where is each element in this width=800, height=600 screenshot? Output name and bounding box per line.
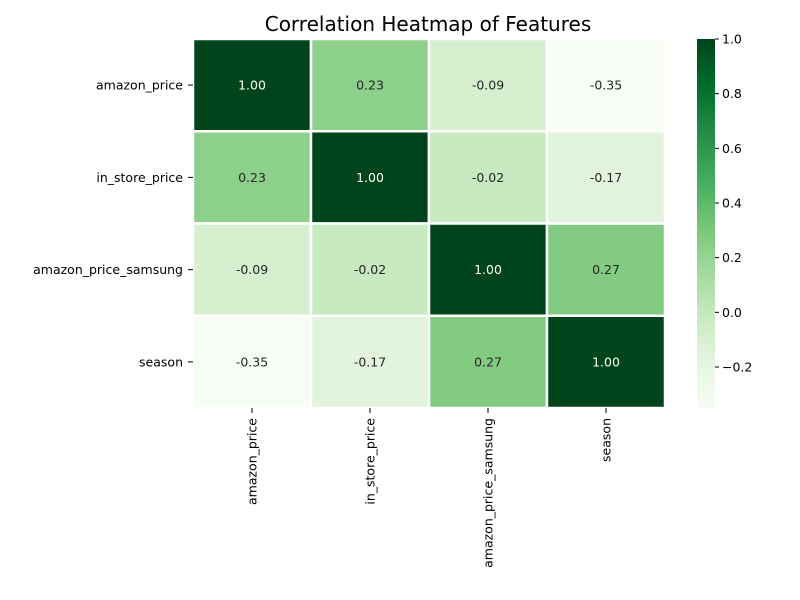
colorbar-gradient	[697, 39, 715, 408]
cell-annotation: 0.27	[592, 262, 620, 277]
cell-annotation: 1.00	[238, 78, 266, 93]
cell-annotation: -0.02	[472, 170, 504, 185]
cell-annotation: 0.23	[356, 78, 384, 93]
colorbar: −0.2 0.0 0.2 0.4 0.6 0.8 1.0	[697, 32, 752, 408]
y-tick-label: amazon_price	[96, 78, 183, 93]
heatmap-cell-2-1	[309, 222, 431, 317]
heatmap-cells	[191, 37, 667, 410]
y-tick-label: amazon_price_samsung	[33, 262, 183, 277]
cell-annotation: -0.09	[236, 262, 268, 277]
y-tick-label: in_store_price	[96, 170, 183, 185]
x-tick-label: in_store_price	[363, 418, 378, 505]
cell-annotation: 1.00	[356, 170, 384, 185]
heatmap-cell-3-1	[309, 314, 431, 410]
y-axis: amazon_price in_store_price amazon_price_s…	[33, 78, 193, 369]
x-tick-label: amazon_price	[245, 418, 260, 505]
cell-annotation: 1.00	[592, 354, 620, 369]
y-tick-label: season	[139, 354, 183, 369]
chart-title: Correlation Heatmap of Features	[265, 12, 592, 36]
heatmap-cell-1-1	[309, 130, 431, 225]
colorbar-tick-label: 0.2	[722, 250, 742, 265]
colorbar-tick-label: 0.0	[722, 305, 742, 320]
cell-annotation: 0.23	[238, 170, 266, 185]
cell-annotation: -0.35	[236, 354, 268, 369]
cell-annotation: 0.27	[474, 354, 502, 369]
cell-annotation: -0.09	[472, 78, 504, 93]
colorbar-tick-label: 0.8	[722, 86, 742, 101]
cell-annotation: -0.17	[590, 170, 622, 185]
heatmap-cell-0-3	[545, 37, 667, 133]
x-tick-label: amazon_price_samsung	[481, 418, 496, 568]
colorbar-tick-label: 0.4	[722, 196, 742, 211]
heatmap-cell-1-3	[545, 130, 667, 225]
heatmap-cell-0-1	[309, 37, 431, 133]
cell-annotation: -0.35	[590, 78, 622, 93]
cell-annotation: -0.17	[354, 354, 386, 369]
x-axis: amazon_price in_store_price amazon_price_s…	[245, 408, 614, 568]
colorbar-tick-label: 0.6	[722, 141, 742, 156]
cell-annotation: 1.00	[474, 262, 502, 277]
colorbar-tick-label: 1.0	[722, 32, 742, 47]
colorbar-tick-label: −0.2	[722, 360, 752, 375]
cell-annotation: -0.02	[354, 262, 386, 277]
heatmap-cell-2-3	[545, 222, 667, 317]
x-tick-label: season	[599, 418, 614, 462]
cell-annotations: 1.00 0.23 -0.09 -0.35 0.23 1.00 -0.02 -0.17 -0.0…	[236, 78, 622, 370]
heatmap-cell-3-3	[545, 314, 667, 410]
